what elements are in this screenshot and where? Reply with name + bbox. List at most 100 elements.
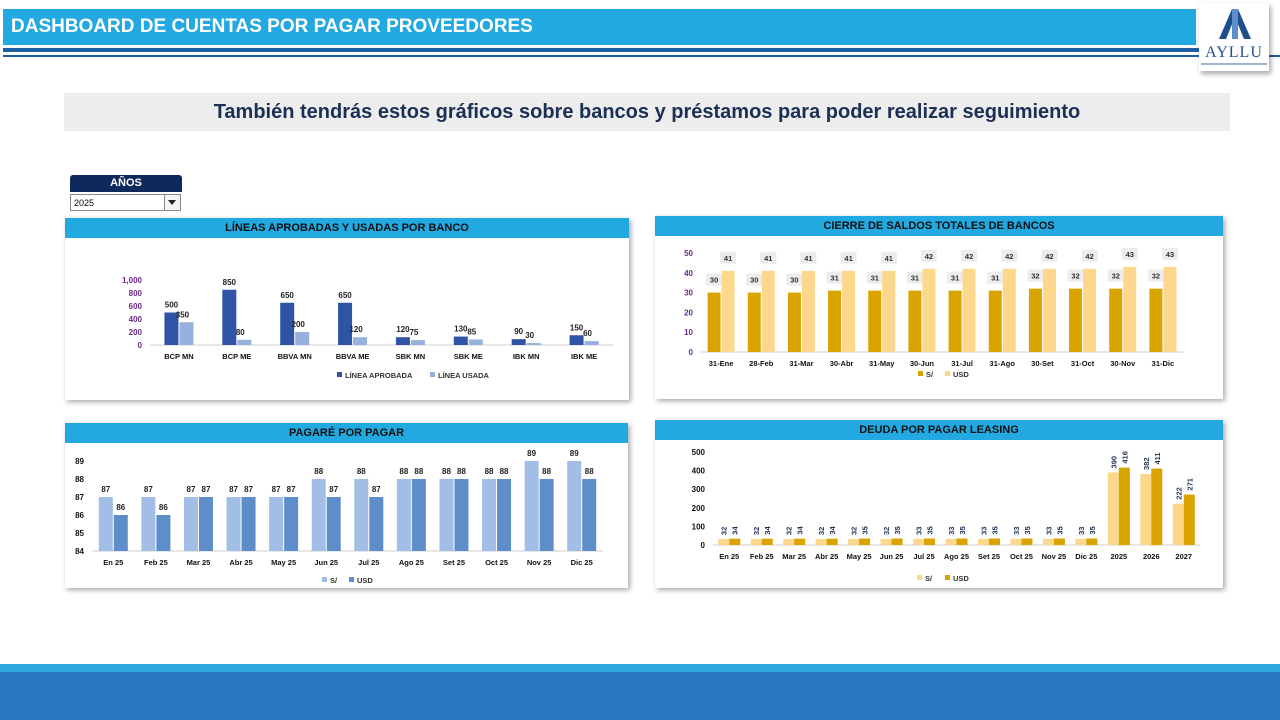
data-label-bg [1041, 249, 1058, 262]
data-label: 200 [292, 320, 306, 329]
data-label: 31 [911, 274, 919, 283]
bar [794, 538, 806, 545]
x-tick-label: 30-Nov [1110, 359, 1136, 368]
legend-label: LÍNEA USADA [438, 371, 490, 380]
bar [1123, 266, 1137, 352]
y-tick-label: 500 [692, 448, 706, 457]
data-label: 87 [287, 485, 296, 494]
x-tick-label: 2025 [1110, 552, 1127, 561]
x-tick-label: 31-Dic [1152, 359, 1175, 368]
logo-mark-icon [1219, 9, 1251, 39]
y-tick-label: 200 [692, 504, 706, 513]
legend-swatch [337, 372, 342, 377]
bar [524, 461, 539, 551]
x-tick-label: Mar 25 [187, 558, 211, 567]
data-label: 30 [525, 331, 534, 340]
bar [353, 337, 368, 345]
chart-svg: 89 88 87 86 85 84 En 25 87 86 Feb 25 87 86 Mar 25 87 8… [75, 449, 603, 585]
data-label: 650 [281, 291, 295, 300]
data-label: 32 [817, 527, 826, 535]
x-tick-label: Nov 25 [1042, 552, 1067, 561]
data-label: 33 [1044, 527, 1053, 535]
y-tick-label: 300 [692, 485, 706, 494]
bar [1163, 266, 1177, 352]
x-tick-label: 30-Jun [910, 359, 935, 368]
bar [828, 290, 842, 352]
data-label-bg [1107, 269, 1124, 282]
bar [922, 268, 936, 352]
bar [988, 290, 1002, 352]
y-tick-label: 10 [684, 328, 693, 337]
chevron-down-icon[interactable] [164, 195, 180, 210]
y-tick-label: 800 [129, 289, 143, 298]
data-label-bg [786, 273, 803, 286]
data-label: 43 [1166, 250, 1174, 259]
data-label: 31 [991, 274, 999, 283]
data-label: 88 [442, 467, 451, 476]
y-tick-label: 88 [75, 475, 84, 484]
bar [156, 515, 171, 551]
bar [539, 479, 554, 551]
bar [988, 538, 1000, 545]
data-label: 34 [828, 526, 837, 535]
x-tick-label: 30-Abr [830, 359, 854, 368]
page-title: DASHBOARD DE CUENTAS POR PAGAR PROVEEDOR… [11, 16, 533, 37]
bar [1140, 473, 1152, 545]
x-tick-label: 31-Ago [990, 359, 1016, 368]
data-label: 87 [329, 485, 338, 494]
data-label: 42 [965, 252, 973, 261]
data-label: 41 [844, 254, 852, 263]
bar [913, 538, 925, 545]
data-label-bg [987, 271, 1004, 284]
year-filter-select[interactable]: 2025 [70, 194, 181, 211]
bar [761, 538, 773, 545]
data-label: 90 [514, 327, 523, 336]
data-label: 150 [570, 323, 584, 332]
data-label-bg [826, 271, 843, 284]
data-label: 41 [885, 254, 893, 263]
bar [183, 497, 198, 551]
bar [468, 339, 483, 345]
data-label-bg [1081, 249, 1098, 262]
y-tick-label: 84 [75, 547, 84, 556]
data-label: 33 [915, 527, 924, 535]
bar [1010, 538, 1022, 545]
year-filter-value: 2025 [74, 198, 95, 208]
bar [1075, 538, 1087, 545]
data-label: 32 [752, 527, 761, 535]
bar [842, 270, 856, 352]
bar [226, 497, 241, 551]
data-label: 32 [785, 527, 794, 535]
x-tick-label: Ago 25 [944, 552, 969, 561]
x-tick-label: 30-Set [1031, 359, 1054, 368]
data-label-bg [866, 271, 883, 284]
legend-label: S/ [926, 370, 934, 379]
data-label: 88 [414, 467, 423, 476]
info-banner: También tendrás estos gráficos sobre ban… [64, 93, 1230, 131]
legend-swatch [917, 575, 922, 580]
y-tick-label: 87 [75, 493, 84, 502]
x-tick-label: 2026 [1143, 552, 1160, 561]
y-tick-label: 86 [75, 511, 84, 520]
bar [284, 497, 299, 551]
bar [1083, 268, 1097, 352]
data-label: 87 [202, 485, 211, 494]
bar [439, 479, 454, 551]
bar [411, 479, 426, 551]
bar [582, 479, 597, 551]
data-label: 32 [1071, 272, 1079, 281]
data-label: 850 [223, 278, 237, 287]
data-label: 88 [399, 467, 408, 476]
x-tick-label: Ago 25 [399, 558, 424, 567]
x-tick-label: BBVA MN [278, 352, 312, 361]
x-tick-label: BCP ME [222, 352, 251, 361]
bar [1107, 472, 1119, 545]
x-tick-label: Set 25 [978, 552, 1000, 561]
data-label: 35 [926, 526, 935, 534]
data-label-bg [840, 251, 857, 264]
chart-leasing: DEUDA POR PAGAR LEASING 500 400 300 200 100 0… [655, 420, 1223, 588]
data-label: 80 [236, 328, 245, 337]
data-label-bg [746, 273, 763, 286]
data-label-bg [706, 273, 723, 286]
